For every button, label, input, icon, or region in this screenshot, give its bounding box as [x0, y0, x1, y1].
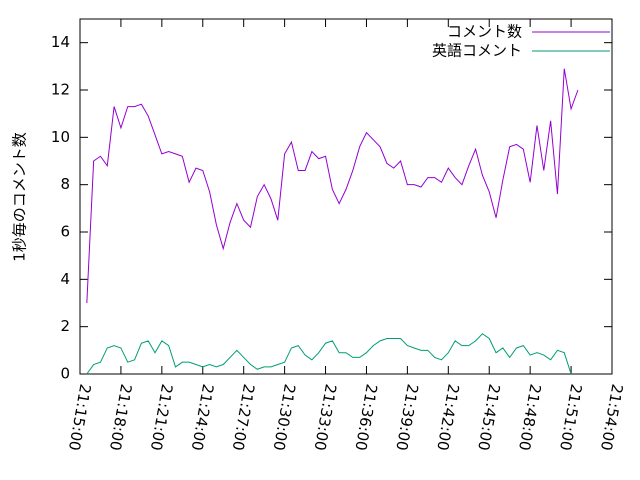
x-tick-label: 21:18:00: [106, 383, 135, 452]
series-line: [86, 333, 572, 375]
y-tick-label: 4: [60, 270, 70, 288]
x-tick-label: 21:27:00: [229, 383, 258, 452]
y-tick-label: 2: [60, 317, 70, 335]
x-tick-label: 21:21:00: [147, 383, 176, 452]
plot-border: [79, 18, 613, 375]
x-tick-label: 21:51:00: [556, 383, 585, 452]
y-tick-label: 10: [51, 128, 70, 146]
y-tick-label: 8: [60, 175, 70, 193]
x-tick-label: 21:30:00: [270, 383, 299, 452]
x-tick-label: 21:48:00: [515, 383, 544, 452]
x-tick-label: 21:36:00: [351, 383, 380, 452]
x-tick-label: 21:45:00: [474, 383, 503, 452]
y-tick-label: 6: [60, 223, 70, 241]
x-tick-label: 21:39:00: [392, 383, 421, 452]
y-tick-label: 12: [51, 81, 70, 99]
x-tick-label: 21:33:00: [310, 383, 339, 452]
x-tick-label: 21:15:00: [65, 383, 94, 452]
y-tick-label: 0: [60, 365, 70, 383]
legend-label: コメント数: [447, 23, 522, 41]
series-line: [86, 68, 579, 304]
x-tick-label: 21:54:00: [597, 383, 626, 452]
legend-label: 英語コメント: [432, 42, 522, 60]
x-tick-label: 21:42:00: [433, 383, 462, 452]
x-tick-label: 21:24:00: [188, 383, 217, 452]
y-tick-label: 14: [51, 33, 70, 51]
y-axis-label: 1秒毎のコメント数: [11, 132, 29, 262]
